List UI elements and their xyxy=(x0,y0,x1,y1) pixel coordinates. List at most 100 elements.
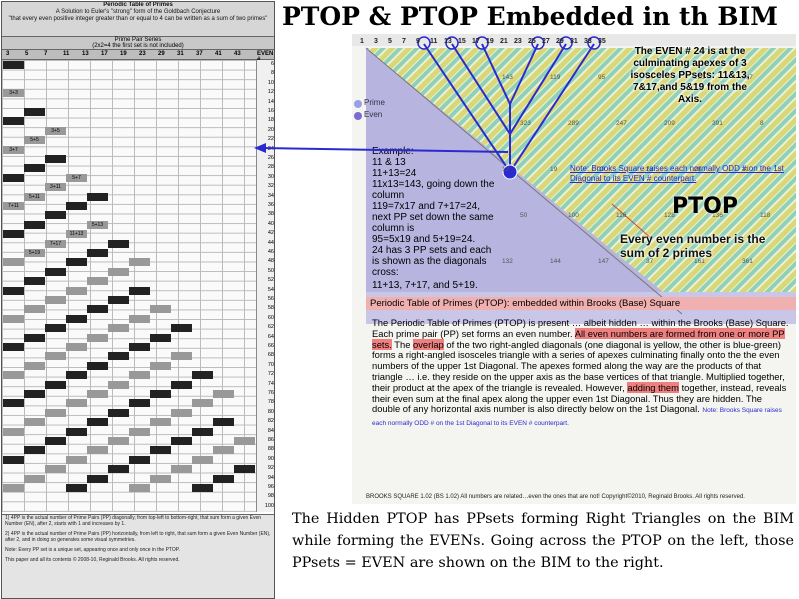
bim-number: 147 xyxy=(598,258,609,265)
ptop-even-number: 30 xyxy=(267,173,274,180)
bim-number: 209 xyxy=(664,120,675,127)
bim-graphic xyxy=(352,34,796,324)
ptop-footer: 1) 4PP is the actual number of Prime Pai… xyxy=(2,514,274,598)
ptop-cell: 3+11 xyxy=(45,183,66,192)
ptop-cell xyxy=(192,455,213,464)
ptop-cell xyxy=(66,202,87,210)
ptop-cell xyxy=(108,352,129,361)
bim-banner: Periodic Table of Primes (PTOP): embedde… xyxy=(370,298,681,309)
page-title: PTOP & PTOP Embedded in th BIM xyxy=(282,2,778,31)
bim-number: 391 xyxy=(712,120,723,127)
ptop-even-number: 74 xyxy=(267,380,274,387)
ptop-cell xyxy=(3,371,24,380)
bim-number: 50 xyxy=(520,212,528,219)
ptop-cell: 11+13 xyxy=(66,230,87,239)
ptop-cell xyxy=(3,230,24,239)
ptop-cell xyxy=(129,286,150,295)
bim-axis-number: 15 xyxy=(458,38,466,45)
ptop-cell xyxy=(66,258,87,267)
ptop-cell: 5+11 xyxy=(24,192,45,201)
ptop-cell xyxy=(87,305,108,314)
bim-axis-number: 27 xyxy=(542,38,550,45)
ptop-even-number: 80 xyxy=(267,408,274,415)
ptop-even-number: 92 xyxy=(267,465,274,472)
legend-even-label: Even xyxy=(364,110,383,119)
ptop-cell xyxy=(45,267,66,276)
ptop-even-number: 6 xyxy=(270,61,274,67)
ptop-even-column: 6810121416182022242628303234363840424446… xyxy=(256,60,274,512)
ptop-cell xyxy=(24,333,45,342)
bim-axis-number: 21 xyxy=(500,38,508,45)
ptop-cell xyxy=(192,484,213,492)
ptop-cell xyxy=(150,390,171,398)
ptop-subheader: Prime Pair Series (2x2=4 the first set i… xyxy=(2,37,274,50)
ptop-cell xyxy=(3,117,24,126)
bim-axis-number: 13 xyxy=(444,38,452,45)
ptop-cell xyxy=(45,155,66,163)
ptop-subheader-title: Prime Pair Series xyxy=(114,37,162,43)
bim-axis-number: 33 xyxy=(584,38,592,45)
bim-footer: BROOKS SQUARE 1.02 (BS 1.02) All numbers… xyxy=(366,494,745,500)
bim-axis-number: 5 xyxy=(388,38,392,45)
bim-number: 22 xyxy=(646,166,654,173)
bim-axis-number: 25 xyxy=(528,38,536,45)
ptop-cell xyxy=(87,474,108,483)
ptop-cell xyxy=(3,455,24,464)
ptop-footer-line4: This paper and all its contents © 2008-1… xyxy=(5,557,180,563)
ptop-cell xyxy=(24,108,45,116)
ptop-quote: "that every even positive integer greate… xyxy=(8,16,268,22)
ptop-cell xyxy=(87,249,108,257)
ptop-cell xyxy=(3,427,24,436)
ptop-cell xyxy=(87,192,108,201)
ptop-even-number: 32 xyxy=(267,183,274,190)
ptop-header: Periodic Table of Primes A Solution to E… xyxy=(2,2,274,37)
ptop-even-number: 88 xyxy=(267,446,274,453)
ptop-even-number: 42 xyxy=(267,230,274,237)
ptop-cell: 3+3 xyxy=(3,89,24,98)
ptop-cell xyxy=(108,380,129,389)
bim-note-brooks: Note: Brooks Square raises each normally… xyxy=(570,164,784,183)
bim-axis-number: 31 xyxy=(570,38,578,45)
ptop-even-number: 18 xyxy=(267,117,274,124)
ptop-cell xyxy=(150,474,171,483)
ptop-subheader-note: (2x2=4 the first set is not included) xyxy=(92,43,184,49)
ptop-even-number: 84 xyxy=(267,427,274,434)
ptop-col-header: 29 xyxy=(158,51,165,57)
ptop-cell xyxy=(24,446,45,455)
ptop-even-number: 20 xyxy=(267,126,274,133)
ptop-even-number: 48 xyxy=(267,258,274,265)
ptop-subtitle: A Solution to Euler's "strong" form of t… xyxy=(55,9,221,15)
bim-number: 187 xyxy=(742,74,753,81)
ptop-cell xyxy=(24,418,45,427)
ptop-col-header: 31 xyxy=(177,51,184,57)
bim-number: 361 xyxy=(742,258,753,265)
ptop-cell xyxy=(213,474,234,483)
ptop-cell xyxy=(171,437,192,445)
ptop-cell xyxy=(192,371,213,380)
bim-number: 116 xyxy=(616,212,627,219)
ptop-cell xyxy=(108,437,129,445)
ptop-cell xyxy=(87,277,108,286)
bim-number: 119 xyxy=(550,74,561,81)
ptop-even-number: 70 xyxy=(267,361,274,368)
ptop-cell xyxy=(66,343,87,351)
bim-pp-triangles xyxy=(423,43,595,173)
body-p1: The Periodic Table of Primes (PTOP) is p… xyxy=(372,317,789,339)
bim-axis-number: 7 xyxy=(402,38,406,45)
ptop-even-number: 44 xyxy=(267,239,274,246)
ptop-cell xyxy=(108,296,129,304)
ptop-col-header: 3 xyxy=(6,51,10,57)
bim-body-text: The Periodic Table of Primes (PTOP) is p… xyxy=(372,317,790,430)
ptop-cell xyxy=(171,352,192,361)
ptop-table: Periodic Table of Primes A Solution to E… xyxy=(1,1,275,599)
ptop-cell xyxy=(213,390,234,398)
ptop-even-number: 34 xyxy=(267,192,274,199)
bim-first-diagonal xyxy=(365,47,683,315)
ptop-even-number: 100 xyxy=(264,502,274,509)
ptop-cell xyxy=(3,61,24,69)
bim-axis-number: 1 xyxy=(360,38,364,45)
ptop-cell xyxy=(150,305,171,314)
bim-panel: 1 3 5 7 9 11 13 15 17 19 21 23 25 27 29 31 33 35 143 119 95… xyxy=(352,34,796,504)
bim-number: 144 xyxy=(550,258,561,265)
ptop-even-number: 82 xyxy=(267,418,274,425)
